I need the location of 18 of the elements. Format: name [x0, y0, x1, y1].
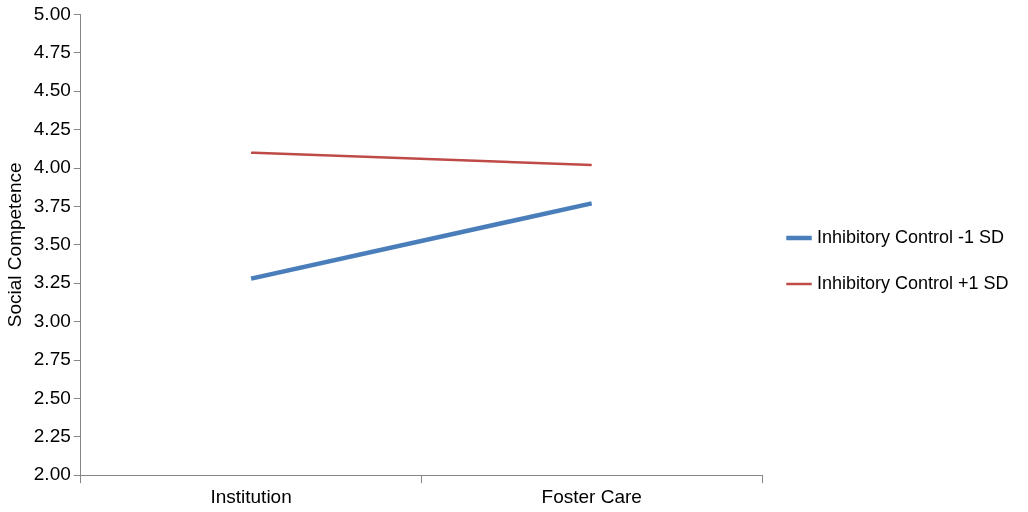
- y-tick-label: 4.50: [33, 79, 71, 101]
- y-tick-label: 2.75: [33, 348, 71, 370]
- legend-label: Inhibitory Control -1 SD: [817, 226, 1005, 247]
- y-tick-label: 4.75: [33, 41, 71, 63]
- y-tick-label: 2.00: [33, 463, 71, 485]
- y-tick-label: 3.00: [33, 309, 71, 331]
- y-tick-label: 3.75: [33, 194, 71, 216]
- legend-label: Inhibitory Control +1 SD: [817, 272, 1009, 293]
- y-tick-label: 5.00: [33, 2, 71, 24]
- x-tick-label: Institution: [210, 485, 292, 507]
- y-tick-label: 4.00: [33, 156, 71, 178]
- y-tick-label: 2.50: [33, 386, 71, 408]
- y-axis-title: Social Competence: [3, 162, 25, 328]
- y-tick-label: 4.25: [33, 117, 71, 139]
- y-tick-label: 3.50: [33, 233, 71, 255]
- y-tick-label: 2.25: [33, 425, 71, 447]
- x-tick-label: Foster Care: [541, 485, 642, 507]
- y-tick-label: 3.25: [33, 271, 71, 293]
